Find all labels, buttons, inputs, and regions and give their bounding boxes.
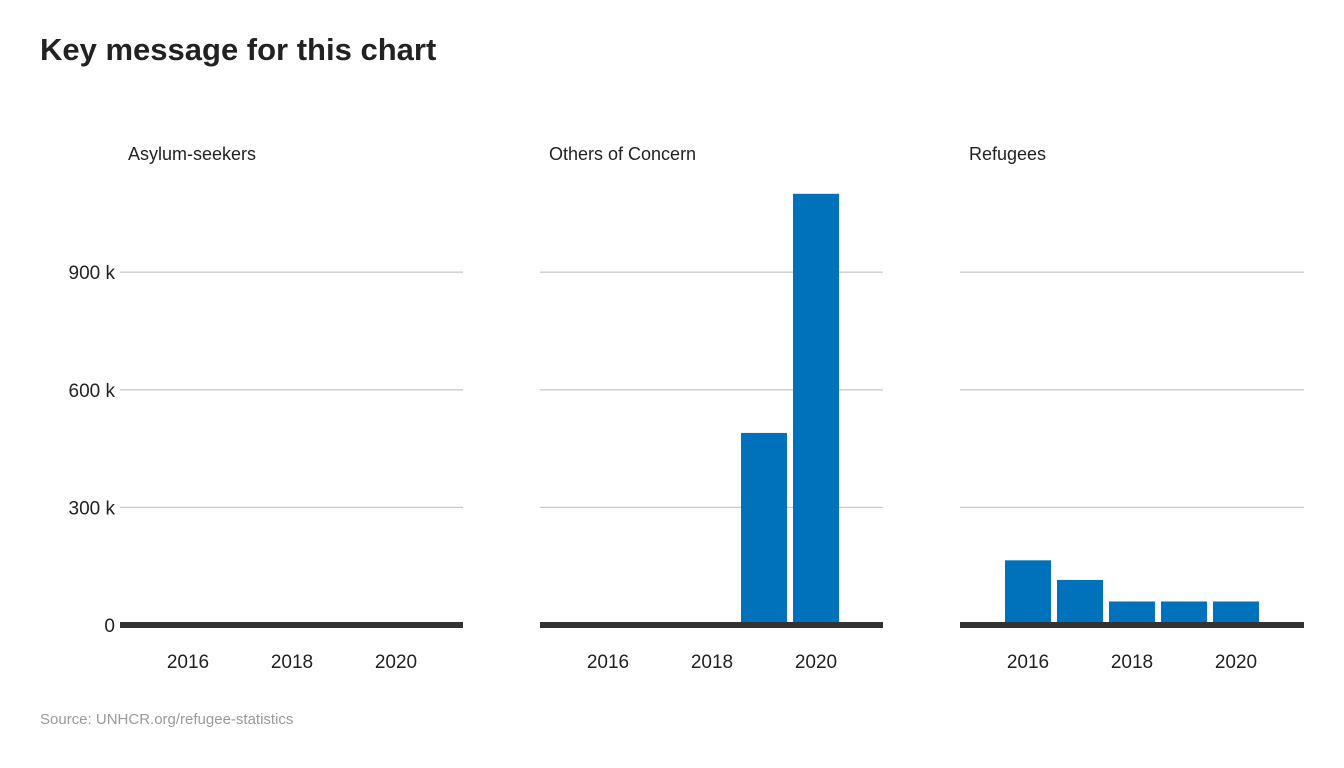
y-tick-label: 300 k (69, 498, 116, 519)
panel-title-asylum-seekers: Asylum-seekers (128, 144, 256, 164)
x-tick-label: 2018 (691, 652, 733, 673)
x-tick-label: 2016 (167, 652, 209, 673)
bar-refugees-2020 (1213, 601, 1259, 625)
x-tick-label: 2016 (587, 652, 629, 673)
x-tick-label: 2018 (271, 652, 313, 673)
x-tick-label: 2020 (375, 652, 417, 673)
bar-refugees-2016 (1005, 560, 1051, 625)
panel-title-others-of-concern: Others of Concern (549, 144, 696, 164)
bar-refugees-2019 (1161, 601, 1207, 625)
y-tick-label: 0 (104, 616, 115, 637)
bar-refugees-2018 (1109, 601, 1155, 625)
chart-title: Key message for this chart (40, 32, 437, 67)
y-tick-label: 600 k (69, 381, 116, 402)
bar-others-of-concern-2020 (793, 193, 839, 626)
x-tick-label: 2020 (795, 652, 837, 673)
source-note: Source: UNHCR.org/refugee-statistics (40, 711, 294, 728)
bar-others-of-concern-2019 (741, 432, 787, 625)
y-tick-label: 900 k (69, 263, 116, 284)
x-tick-label: 2020 (1215, 652, 1257, 673)
panel-title-refugees: Refugees (969, 144, 1046, 164)
x-tick-label: 2016 (1007, 652, 1049, 673)
bar-refugees-2017 (1057, 579, 1103, 625)
x-tick-label: 2018 (1111, 652, 1153, 673)
